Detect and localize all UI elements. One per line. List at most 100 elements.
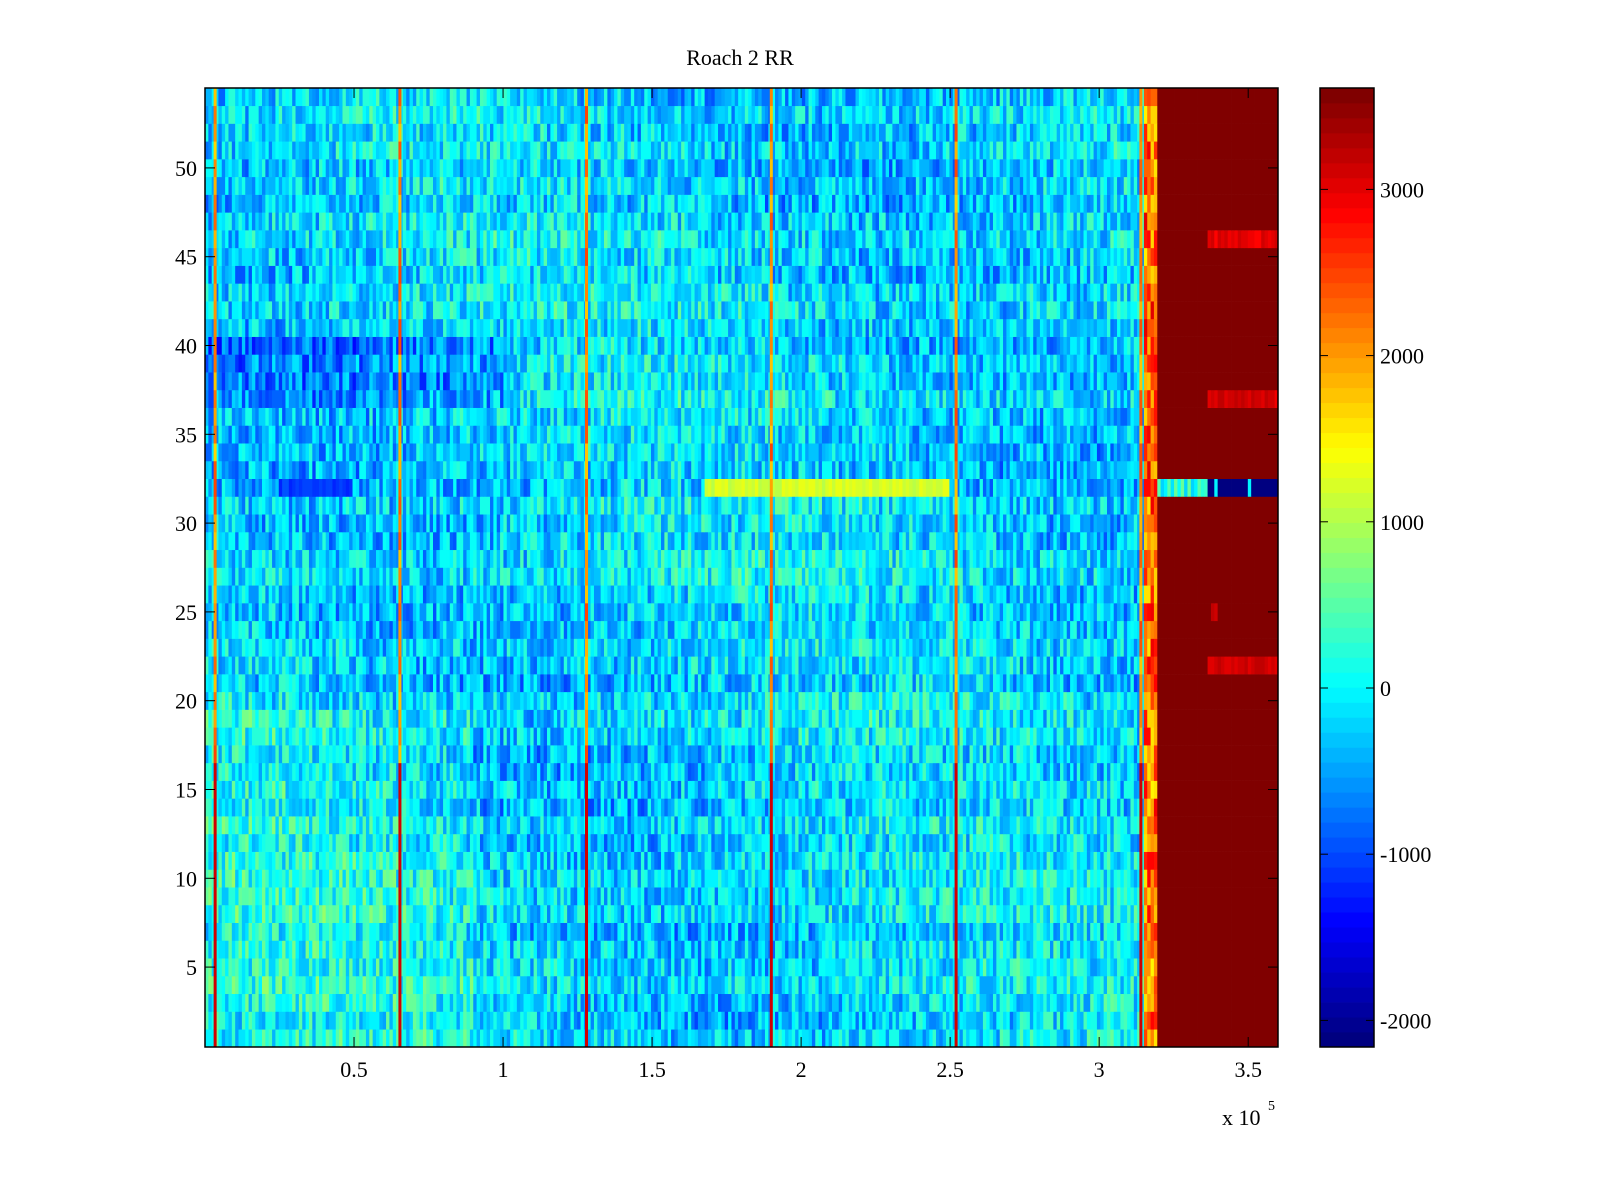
heatmap-cell [644,869,649,888]
heatmap-cell [369,922,374,941]
heatmap-cell [681,904,685,923]
heatmap-cell [510,816,514,835]
heatmap-cell [1070,887,1074,906]
heatmap-cell [1190,816,1195,835]
heatmap-cell [302,798,306,817]
heatmap-cell [842,798,846,817]
heatmap-cell [1039,780,1044,799]
heatmap-cell [781,958,786,977]
heatmap-cell [1043,869,1048,888]
heatmap-cell [231,816,236,835]
heatmap-cell [838,922,843,941]
heatmap-cell [962,869,967,888]
heatmap-cell [862,798,866,817]
heatmap-cell [550,958,555,977]
heatmap-cell [764,940,769,959]
heatmap-cell [325,1029,330,1048]
heatmap-cell [644,922,649,941]
heatmap-cell [899,1011,903,1030]
heatmap-cell [811,904,816,923]
heatmap-cell [1127,958,1131,977]
heatmap-cell [335,940,340,959]
heatmap-cell [577,887,581,906]
heatmap-cell [818,993,823,1012]
heatmap-cell [1093,975,1098,995]
heatmap-cell [815,940,820,959]
heatmap-cell [1197,833,1202,852]
heatmap-cell [1117,922,1121,941]
heatmap-cell [496,993,501,1012]
heatmap-cell [513,798,518,817]
heatmap-cell [1070,851,1074,870]
heatmap-cell [1019,798,1024,817]
heatmap-cell [1224,993,1229,1012]
heatmap-cell [456,762,461,781]
heatmap-cell [718,922,722,941]
heatmap-cell [379,1011,384,1030]
heatmap-cell [912,869,917,888]
heatmap-cell [630,816,635,835]
heatmap-cell [600,975,605,995]
heatmap-cell [718,851,722,870]
heatmap-cell [205,1011,209,1030]
heatmap-cell [1023,816,1027,835]
heatmap-cell [1029,887,1034,906]
heatmap-cell [339,1029,343,1048]
heatmap-cell [221,887,226,906]
heatmap-cell [292,798,296,817]
heatmap-cell [647,816,652,835]
heatmap-cell [329,816,333,835]
heatmap-cell [966,1011,970,1030]
heatmap-cell [741,869,746,888]
heatmap-cell [1140,993,1145,1012]
heatmap-cell [503,993,508,1012]
heatmap-cell [282,762,286,781]
heatmap-cell [982,993,987,1012]
heatmap-cell [808,993,813,1012]
heatmap-cell [245,869,249,888]
heatmap-cell [550,993,555,1012]
heatmap-cell [976,1011,980,1030]
heatmap-cell [1133,958,1138,977]
heatmap [205,88,1279,1048]
heatmap-cell [946,851,950,870]
heatmap-cell [329,993,333,1012]
heatmap-cell [376,833,380,852]
heatmap-cell [560,887,565,906]
heatmap-cell [540,1029,545,1048]
heatmap-cell [1046,904,1051,923]
heatmap-cell [275,940,280,959]
heatmap-cell [999,869,1004,888]
heatmap-cell [1023,798,1027,817]
heatmap-cell [389,1029,394,1048]
heatmap-cell [241,1011,246,1030]
heatmap-cell [362,922,367,941]
heatmap-cell [238,851,243,870]
heatmap-cell [382,762,387,781]
heatmap-cell [657,798,662,817]
heatmap-cell [563,816,568,835]
heatmap-cell [275,922,280,941]
heatmap-cell [1090,958,1094,977]
heatmap-cell [245,940,249,959]
heatmap-cell [523,833,528,852]
heatmap-cell [526,887,531,906]
heatmap-cell [1267,993,1272,1012]
heatmap-cell [248,1029,253,1048]
heatmap-cell [764,798,769,817]
heatmap-cell [1137,816,1141,835]
heatmap-cell [580,940,585,959]
heatmap-cell [912,816,917,835]
heatmap-cell [288,993,293,1012]
heatmap-cell [617,762,622,781]
heatmap-cell [560,798,565,817]
heatmap-cell [1023,975,1027,995]
heatmap-cell [1163,1011,1168,1030]
heatmap-cell [1110,1011,1115,1030]
heatmap-cell [292,816,296,835]
heatmap-cell [587,851,592,870]
heatmap-cell [882,816,887,835]
heatmap-cell [1039,887,1044,906]
heatmap-cell [248,762,253,781]
heatmap-cell [791,922,796,941]
